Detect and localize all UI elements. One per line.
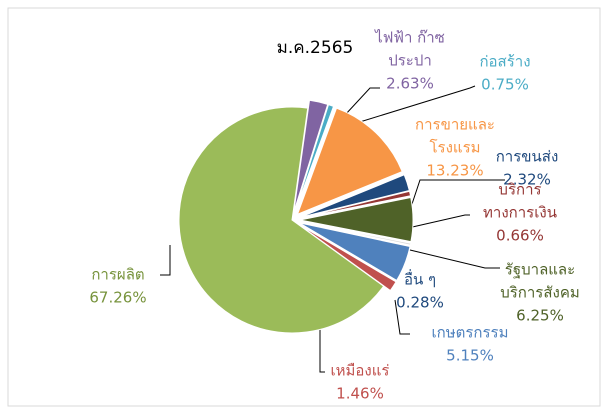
pie-slice (296, 107, 403, 216)
value-label: 0.75% (481, 76, 529, 94)
slice-label: บริการสังคม (500, 284, 580, 302)
value-label: 13.23% (426, 162, 483, 180)
pie-slice (298, 223, 397, 292)
slice-label: ไฟฟ้า ก๊าซ (374, 29, 445, 47)
slice-label: การผลิต (91, 266, 144, 284)
pie-slice (178, 106, 385, 334)
value-label: 6.25% (516, 307, 564, 325)
slice-label: รัฐบาลและ (505, 261, 575, 279)
leader-lines (160, 85, 505, 373)
value-label: 0.28% (396, 294, 444, 312)
slice-label: ทางการเงิน (483, 204, 557, 222)
pie-slice (299, 221, 412, 246)
slice-label: บริการ (498, 181, 541, 199)
pie-slice (299, 174, 410, 219)
slice-label: อื่น ๆ (404, 269, 436, 289)
slice-label: เหมืองแร่ (331, 362, 390, 380)
pie-slice (294, 104, 335, 213)
pie-slice (299, 196, 414, 243)
slice-label: การขนส่ง (496, 148, 559, 166)
value-label: 0.66% (496, 227, 544, 245)
slice-label: การขายและ (415, 116, 495, 134)
value-label: 67.26% (89, 289, 146, 307)
value-label: 2.63% (386, 75, 434, 93)
slice-label: ประปา (388, 52, 432, 70)
pie-slice (299, 190, 412, 219)
value-label: 2.32% (503, 171, 551, 189)
pie-slice (299, 222, 411, 282)
slices (178, 99, 414, 334)
slice-label: โรงแรม (429, 139, 480, 157)
value-label: 5.15% (446, 347, 494, 365)
value-label: 1.46% (336, 385, 384, 403)
slice-label: ก่อสร้าง (479, 53, 530, 71)
pie-slice (293, 99, 329, 213)
chart-title: ม.ค.2565 (277, 38, 354, 58)
slice-label: เกษตรกรรม (432, 324, 509, 342)
